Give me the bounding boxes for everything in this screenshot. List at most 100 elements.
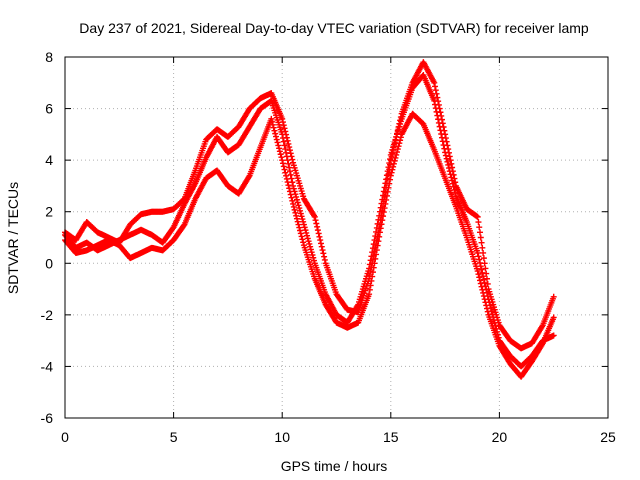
- data-point: [369, 249, 376, 256]
- data-point: [288, 194, 295, 201]
- data-point: [293, 212, 300, 219]
- data-point: [477, 229, 484, 236]
- data-point: [307, 246, 314, 253]
- data-point: [369, 273, 376, 280]
- data-point: [283, 172, 290, 179]
- data-point: [311, 257, 318, 264]
- data-point: [366, 265, 373, 272]
- data-point: [294, 199, 301, 206]
- data-point: [279, 115, 286, 122]
- data-point: [303, 229, 310, 236]
- data-point: [479, 269, 486, 276]
- data-point: [474, 249, 481, 256]
- data-point: [299, 216, 306, 223]
- y-tick-label: -6: [41, 410, 54, 426]
- data-point: [298, 233, 305, 240]
- data-point: [280, 163, 287, 170]
- data-point: [475, 271, 482, 278]
- data-point: [370, 241, 377, 248]
- data-point: [480, 289, 487, 296]
- data-point: [483, 302, 490, 309]
- data-point: [309, 251, 316, 258]
- x-tick-label: 0: [61, 429, 69, 445]
- data-point: [313, 220, 320, 227]
- data-point: [479, 244, 486, 251]
- data-point: [286, 168, 293, 175]
- data-point: [300, 239, 307, 246]
- data-point: [275, 142, 282, 149]
- y-axis-label: SDTVAR / TECUs: [5, 182, 21, 294]
- data-point: [432, 105, 439, 112]
- y-tick-label: -4: [41, 358, 54, 374]
- data-point: [300, 221, 307, 228]
- data-point: [368, 277, 375, 284]
- data-point: [433, 108, 440, 115]
- data-point: [387, 176, 394, 183]
- data-point: [385, 184, 392, 191]
- data-point: [440, 142, 447, 149]
- data-point: [481, 296, 488, 303]
- data-point: [279, 131, 286, 138]
- data-point: [372, 233, 379, 240]
- data-point: [293, 196, 300, 203]
- data-point: [377, 225, 384, 232]
- data-point: [438, 134, 445, 141]
- data-point: [320, 250, 327, 257]
- data-point: [311, 212, 318, 219]
- data-point: [378, 221, 385, 228]
- data-point: [383, 196, 390, 203]
- data-point: [474, 213, 481, 220]
- data-point: [296, 224, 303, 231]
- data-point: [367, 282, 374, 289]
- data-marks: [62, 59, 557, 380]
- data-point: [475, 253, 482, 260]
- grid: [65, 57, 608, 418]
- data-point: [397, 137, 404, 144]
- data-point: [295, 202, 302, 209]
- data-point: [308, 249, 315, 256]
- data-point: [480, 276, 487, 283]
- data-point: [319, 247, 326, 254]
- data-point: [376, 233, 383, 240]
- data-point: [382, 200, 389, 207]
- data-point: [483, 275, 490, 282]
- data-point: [297, 207, 304, 214]
- data-point: [282, 169, 289, 176]
- data-point: [386, 160, 393, 167]
- data-point: [474, 268, 481, 275]
- data-point: [550, 332, 557, 339]
- data-point: [483, 305, 490, 312]
- data-point: [296, 205, 303, 212]
- data-point: [442, 152, 449, 159]
- data-point: [283, 149, 290, 156]
- series-trace-3: [62, 110, 557, 380]
- data-point: [282, 146, 289, 153]
- data-point: [279, 160, 286, 167]
- data-point: [283, 153, 290, 160]
- data-point: [445, 161, 452, 168]
- data-point: [305, 238, 312, 245]
- data-point: [550, 293, 557, 300]
- data-point: [449, 180, 456, 187]
- data-point: [438, 130, 445, 137]
- data-point: [354, 302, 361, 309]
- x-tick-label: 5: [170, 429, 178, 445]
- data-point: [379, 217, 386, 224]
- data-point: [482, 265, 489, 272]
- data-point: [434, 112, 441, 119]
- x-axis-label: GPS time / hours: [281, 458, 388, 474]
- data-point: [432, 83, 439, 90]
- data-point: [315, 230, 322, 237]
- data-point: [477, 277, 484, 284]
- data-point: [436, 123, 443, 130]
- data-point: [269, 118, 276, 125]
- data-point: [480, 273, 487, 280]
- data-point: [317, 237, 324, 244]
- data-point: [302, 227, 309, 234]
- data-point: [390, 160, 397, 167]
- data-point: [299, 236, 306, 243]
- data-point: [285, 182, 292, 189]
- data-point: [321, 256, 328, 263]
- data-point: [437, 127, 444, 134]
- data-point: [432, 101, 439, 108]
